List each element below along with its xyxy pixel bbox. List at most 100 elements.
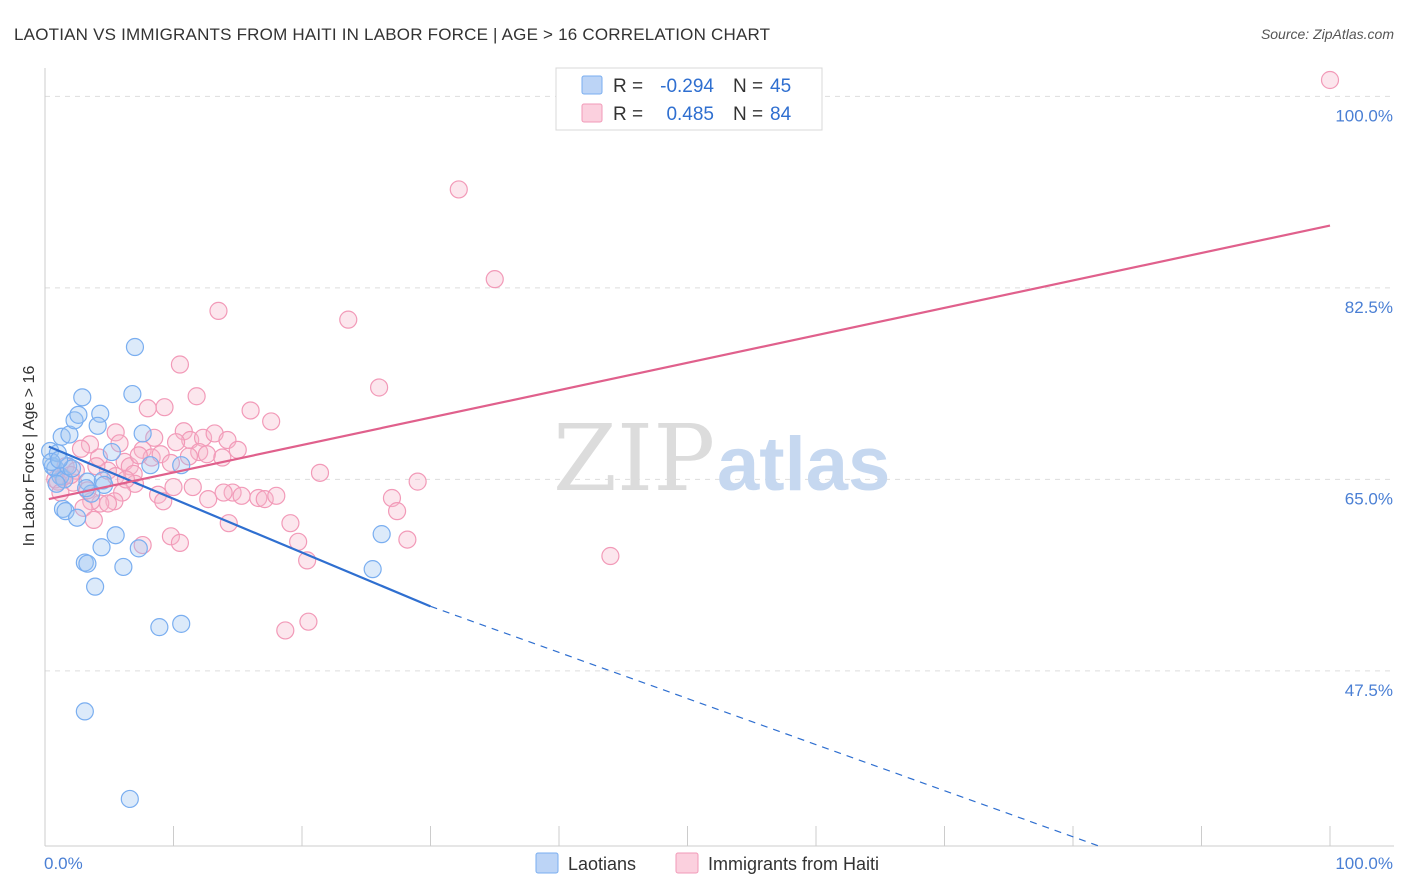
y-tick-label-0: 100.0% xyxy=(1335,106,1393,125)
haiti-point-36 xyxy=(164,477,183,497)
haiti-point-9 xyxy=(241,401,260,420)
laotians-point-16 xyxy=(88,416,107,435)
correlation-legend: R = -0.294 N = 45 R = 0.485 N = 84 xyxy=(555,67,823,131)
haiti-point-1 xyxy=(449,180,468,199)
haiti-point-7 xyxy=(187,387,206,406)
haiti-point-50 xyxy=(74,498,93,517)
laotians-point-26 xyxy=(77,479,96,498)
laotians-point-41 xyxy=(372,525,391,544)
haiti-point-2 xyxy=(485,270,504,289)
haiti-point-8 xyxy=(155,398,174,417)
laotians-point-19 xyxy=(123,384,142,404)
haiti-trend-line xyxy=(48,224,1331,501)
laotians-point-13 xyxy=(69,405,88,424)
haiti-point-51 xyxy=(84,510,103,530)
haiti-point-5 xyxy=(170,355,190,374)
laotians-trend-line xyxy=(48,445,431,608)
series-legend: Laotians Immigrants from Haiti xyxy=(535,852,879,874)
laotians-point-14 xyxy=(73,388,92,407)
series-haiti-points xyxy=(46,70,1340,640)
haiti-point-0 xyxy=(1320,70,1340,90)
laotians-point-11 xyxy=(60,425,79,444)
haiti-point-11 xyxy=(106,423,125,442)
laotians-point-33 xyxy=(114,557,133,577)
laotians-point-23 xyxy=(53,499,73,519)
laotians-point-25 xyxy=(68,508,87,527)
y-axis-label: In Labor Force | Age > 16 xyxy=(21,366,38,547)
haiti-point-55 xyxy=(170,533,190,552)
laotians-point-18 xyxy=(125,337,145,357)
laotians-point-17 xyxy=(102,442,121,462)
bottom-legend-label-laotians: Laotians xyxy=(568,854,636,874)
haiti-point-52 xyxy=(98,494,118,513)
laotians-point-20 xyxy=(133,424,152,443)
legend-swatch-laotians xyxy=(581,75,603,95)
chart-title: LAOTIAN VS IMMIGRANTS FROM HAITI IN LABO… xyxy=(14,25,770,44)
laotians-point-38 xyxy=(150,618,169,637)
legend-n-label-2: N = xyxy=(733,104,763,125)
series-laotians-points xyxy=(41,337,391,809)
watermark-zip: ZIP xyxy=(553,405,715,512)
haiti-point-73 xyxy=(276,621,295,640)
laotians-point-43 xyxy=(120,789,139,809)
laotians-point-7 xyxy=(47,474,66,493)
laotians-point-29 xyxy=(141,456,160,475)
laotians-point-36 xyxy=(78,554,97,573)
legend-n-value-1: 45 xyxy=(770,76,791,97)
bottom-legend-swatch-laotians xyxy=(535,852,559,874)
haiti-point-69 xyxy=(387,502,407,521)
haiti-point-70 xyxy=(398,530,417,549)
haiti-point-34 xyxy=(197,445,217,464)
watermark: ZIP atlas xyxy=(553,405,890,512)
haiti-point-30 xyxy=(129,446,148,465)
haiti-point-72 xyxy=(601,546,620,566)
x-tick-label-left: 0.0% xyxy=(44,854,83,873)
haiti-point-74 xyxy=(299,612,318,631)
laotians-point-39 xyxy=(172,614,191,633)
haiti-point-61 xyxy=(249,488,268,508)
haiti-point-63 xyxy=(267,486,286,505)
watermark-atlas: atlas xyxy=(717,422,890,507)
x-tick-label-right: 100.0% xyxy=(1335,854,1393,873)
trend-lines xyxy=(48,224,1331,847)
haiti-point-22 xyxy=(228,440,247,459)
haiti-point-75 xyxy=(138,399,157,418)
laotians-point-42 xyxy=(75,702,94,721)
haiti-point-4 xyxy=(209,301,228,320)
laotians-trend-line-extension xyxy=(430,605,1099,847)
haiti-point-76 xyxy=(166,433,186,452)
y-tick-labels: 100.0% 82.5% 65.0% 47.5% xyxy=(1335,106,1393,700)
y-tick-label-3: 47.5% xyxy=(1345,681,1393,700)
haiti-point-54 xyxy=(161,527,181,546)
haiti-point-10 xyxy=(145,428,164,447)
y-tick-label-1: 82.5% xyxy=(1345,298,1393,317)
haiti-point-57 xyxy=(199,490,218,509)
haiti-point-3 xyxy=(339,310,358,329)
laotians-point-28 xyxy=(95,475,114,494)
laotians-point-34 xyxy=(129,539,148,558)
haiti-point-71 xyxy=(408,472,427,491)
legend-n-value-2: 84 xyxy=(770,104,792,125)
haiti-point-83 xyxy=(262,412,281,431)
laotians-point-9 xyxy=(62,459,82,478)
laotians-point-24 xyxy=(56,502,75,521)
haiti-point-82 xyxy=(214,483,233,502)
haiti-point-67 xyxy=(310,463,330,482)
legend-r-label-2: R = xyxy=(613,104,643,125)
legend-r-value-2: 0.485 xyxy=(666,104,714,125)
haiti-point-58 xyxy=(183,477,202,497)
laotians-point-40 xyxy=(363,560,382,579)
bottom-legend-label-haiti: Immigrants from Haiti xyxy=(708,854,879,874)
haiti-point-15 xyxy=(71,439,91,458)
x-axis-ticks xyxy=(44,826,1331,846)
haiti-point-60 xyxy=(232,486,251,505)
bottom-legend-swatch-haiti xyxy=(675,852,699,874)
y-tick-label-2: 65.0% xyxy=(1345,489,1393,508)
laotians-point-32 xyxy=(92,538,111,557)
legend-swatch-haiti xyxy=(581,103,603,123)
legend-n-label-1: N = xyxy=(733,76,763,97)
haiti-point-56 xyxy=(219,514,238,533)
legend-r-value-1: -0.294 xyxy=(660,76,714,97)
laotians-point-37 xyxy=(86,577,105,596)
